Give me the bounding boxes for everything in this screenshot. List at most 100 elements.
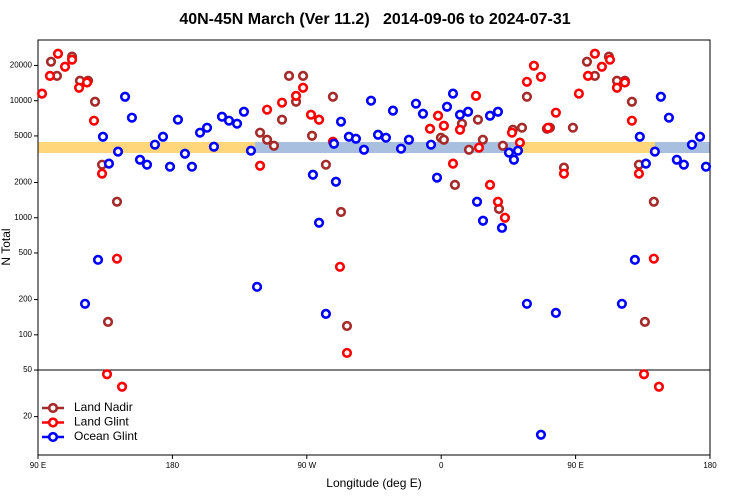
x-tick-label: 0 xyxy=(439,461,444,470)
point xyxy=(441,101,453,112)
point xyxy=(403,134,415,145)
y-tick-label: 200 xyxy=(19,295,33,304)
legend-marker xyxy=(47,417,59,428)
point xyxy=(521,76,533,87)
point xyxy=(425,139,437,150)
y-tick-label: 500 xyxy=(19,248,33,257)
plot-frame xyxy=(37,39,711,456)
legend-marker xyxy=(47,402,59,414)
point xyxy=(471,196,483,207)
point xyxy=(111,196,123,207)
point xyxy=(52,48,64,59)
point xyxy=(535,71,547,82)
point xyxy=(611,82,623,93)
point xyxy=(438,134,449,145)
point xyxy=(694,131,706,142)
point xyxy=(305,109,317,120)
point xyxy=(619,77,630,88)
chart-title: 40N-45N March (Ver 11.2) 2014-09-06 to 2… xyxy=(179,11,570,28)
point xyxy=(101,369,113,380)
point xyxy=(663,112,675,123)
point xyxy=(186,161,198,172)
point xyxy=(514,137,525,148)
point xyxy=(157,131,169,142)
point xyxy=(45,56,57,67)
point xyxy=(463,144,475,155)
point xyxy=(512,145,524,156)
point xyxy=(97,131,109,142)
point xyxy=(134,154,146,165)
band-segment xyxy=(255,142,520,153)
point xyxy=(330,176,342,187)
point xyxy=(671,154,682,165)
legend-label: Land Nadir xyxy=(74,400,133,414)
point xyxy=(447,158,459,169)
point xyxy=(89,96,101,107)
point xyxy=(313,217,325,228)
point xyxy=(639,316,650,327)
point xyxy=(358,144,370,155)
point xyxy=(141,159,153,170)
point xyxy=(616,298,627,309)
point xyxy=(103,158,115,169)
y-tick-label: 100 xyxy=(19,330,33,339)
point xyxy=(447,88,459,99)
x-tick-label: 90 W xyxy=(297,461,316,470)
legend-label: Ocean Glint xyxy=(74,429,138,443)
point xyxy=(297,70,309,81)
point xyxy=(179,148,191,159)
point xyxy=(648,196,659,207)
point xyxy=(542,122,554,133)
point xyxy=(589,48,600,59)
point xyxy=(231,118,243,129)
point xyxy=(283,70,295,81)
point xyxy=(341,320,353,332)
point xyxy=(454,109,466,120)
point xyxy=(276,97,288,108)
point xyxy=(417,108,429,119)
point xyxy=(44,70,56,81)
density-band xyxy=(38,142,710,153)
point xyxy=(81,77,93,88)
point xyxy=(581,56,593,67)
point xyxy=(573,88,584,99)
legend-label: Land Glint xyxy=(74,415,129,429)
point xyxy=(432,110,444,121)
point xyxy=(290,90,302,101)
band-segment xyxy=(38,142,255,153)
point xyxy=(508,154,520,165)
x-tick-label: 90 E xyxy=(567,461,583,470)
x-axis-label: Longitude (deg E) xyxy=(326,476,421,490)
point xyxy=(116,381,128,392)
point xyxy=(59,61,71,72)
point xyxy=(350,133,362,144)
point xyxy=(638,369,650,380)
point xyxy=(380,132,392,143)
point xyxy=(66,54,78,65)
point xyxy=(516,122,528,133)
point xyxy=(306,130,318,141)
point xyxy=(472,114,484,125)
point xyxy=(558,168,570,179)
point xyxy=(313,114,325,125)
point xyxy=(334,261,346,272)
point xyxy=(335,116,347,127)
point xyxy=(633,168,645,179)
x-tick-label: 90 E xyxy=(30,461,46,470)
point xyxy=(297,82,309,93)
point xyxy=(254,127,266,138)
point xyxy=(201,122,213,133)
point xyxy=(438,120,449,131)
point xyxy=(92,254,104,265)
point xyxy=(276,114,288,125)
point xyxy=(208,141,220,152)
point xyxy=(320,159,332,170)
point xyxy=(73,82,85,93)
point xyxy=(550,107,561,118)
point xyxy=(36,88,48,99)
x-tick-label: 180 xyxy=(166,461,180,470)
point xyxy=(194,127,206,138)
point xyxy=(216,111,228,122)
point xyxy=(503,147,515,158)
point xyxy=(268,140,280,151)
